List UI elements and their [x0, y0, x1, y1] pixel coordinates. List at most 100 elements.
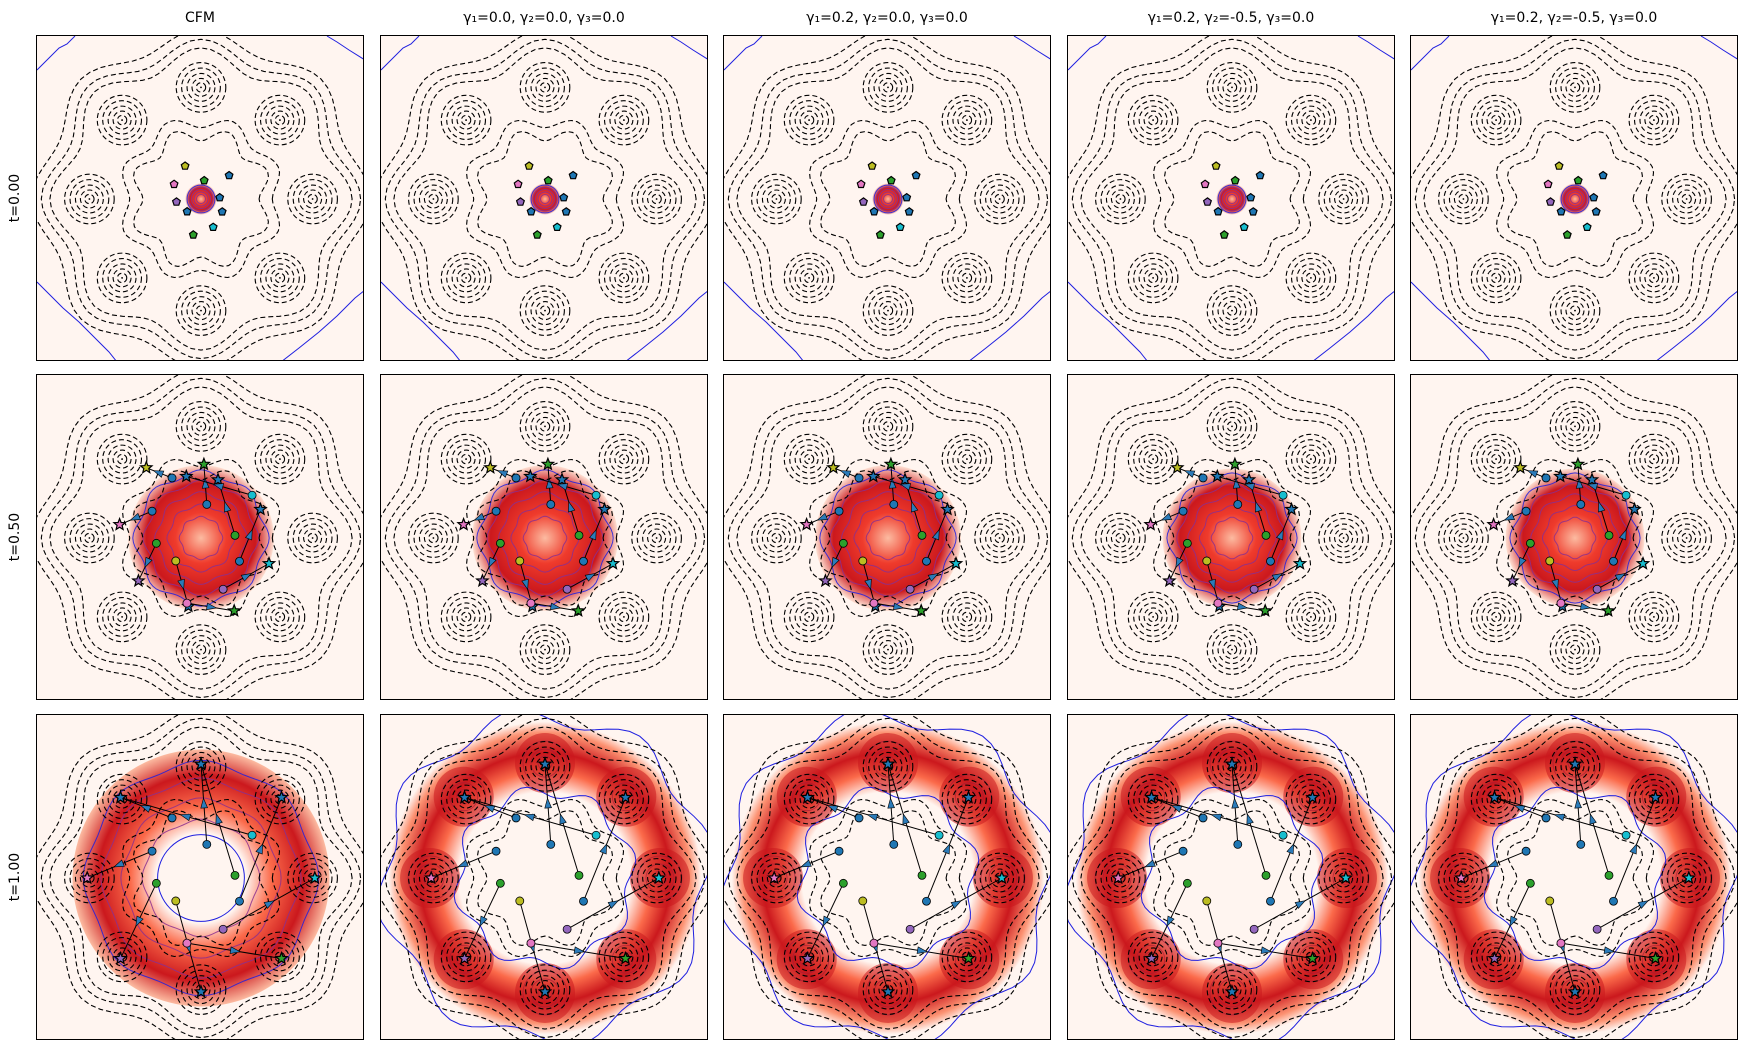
particle-star [866, 468, 881, 483]
density-contour [154, 491, 248, 585]
source-pentagon [1591, 207, 1601, 216]
velocity-arrow [1286, 842, 1295, 855]
particle-star [880, 984, 896, 999]
mode-center [655, 198, 658, 200]
target-contours [1411, 375, 1737, 699]
mode-center [1310, 119, 1312, 121]
particle-star [112, 516, 127, 531]
density-fill [1216, 183, 1248, 215]
panel-plot [381, 715, 707, 1039]
mode-center [1653, 119, 1655, 121]
particle-star [961, 950, 976, 965]
particle-star [618, 789, 633, 804]
mode-center [544, 425, 546, 428]
mode-center [1653, 616, 1655, 618]
panel-r0-c1 [380, 35, 708, 361]
corner-contours [37, 36, 363, 360]
start-particle [905, 584, 915, 594]
velocity-arrow [950, 900, 963, 909]
velocity-arrow [1144, 859, 1156, 868]
source-pentagon [208, 222, 218, 231]
start-particle [230, 530, 240, 540]
source-pentagon [1200, 179, 1210, 189]
density-contour [532, 186, 558, 212]
mode-center [775, 537, 778, 539]
panel-plot [1411, 715, 1737, 1039]
start-particle [1576, 499, 1586, 509]
velocity-arrow [473, 512, 485, 521]
mode-center [1574, 425, 1576, 428]
start-particle [182, 938, 192, 948]
velocity-arrow [559, 813, 567, 825]
density-fill [872, 183, 904, 215]
start-particle [1541, 473, 1551, 483]
start-particle [491, 506, 501, 516]
source-pentagon [1248, 207, 1258, 216]
mode-center [655, 537, 658, 539]
source-pentagon [902, 192, 912, 202]
panel-plot [1411, 36, 1737, 360]
mode-center [808, 119, 810, 121]
start-particle [167, 813, 177, 823]
velocity-arrow [1175, 556, 1184, 569]
start-particle [171, 896, 181, 906]
start-particle [491, 846, 501, 856]
density-contour [1411, 715, 1737, 1039]
panel-plot [37, 375, 363, 699]
velocity-arrow [864, 578, 872, 591]
start-particle [218, 584, 228, 594]
particle-star [113, 950, 128, 965]
panel-r2-c3 [1067, 714, 1395, 1040]
target-contours [381, 36, 707, 360]
density-contour [1483, 786, 1667, 970]
mode-center [775, 198, 778, 200]
column-title-0: CFM [185, 10, 215, 26]
particle-star [274, 789, 289, 804]
mode-center [1574, 648, 1576, 651]
density-contour [873, 184, 903, 214]
particle-star [597, 501, 612, 516]
velocity-arrow [1513, 805, 1526, 813]
velocity-arrow [556, 483, 569, 491]
source-pentagon [1554, 161, 1564, 170]
particles [856, 161, 921, 239]
velocity-arrow [179, 813, 192, 822]
mode-center [465, 458, 467, 460]
mode-center [623, 616, 625, 618]
panel-r1-c4 [1410, 374, 1738, 700]
row-label-2: t=1.00 [7, 852, 23, 902]
velocity-arrow [599, 842, 608, 855]
particle-star [1284, 501, 1299, 516]
source-pentagon [199, 175, 209, 185]
density-contour [724, 715, 1050, 1039]
source-pentagon [1239, 222, 1249, 231]
particle-star [605, 555, 621, 570]
mode-center [544, 309, 546, 312]
particle-star [1627, 501, 1642, 516]
source-pentagon [1246, 192, 1256, 202]
source-pentagon [1573, 175, 1583, 185]
velocity-arrow [568, 500, 576, 513]
start-particle [1525, 878, 1535, 888]
start-particle [1545, 556, 1555, 566]
start-particle [171, 556, 181, 566]
particle-star [307, 870, 323, 885]
mode-center [88, 537, 91, 539]
particle-star [1584, 472, 1600, 486]
mode-center [279, 277, 281, 279]
panel-plot [1411, 375, 1737, 699]
start-particle [511, 813, 521, 823]
density-contour [1227, 194, 1237, 204]
particle-star [1227, 456, 1243, 471]
density-contour [1570, 194, 1580, 204]
mode-center [1495, 119, 1497, 121]
mode-center [200, 309, 202, 312]
start-particle [1609, 556, 1618, 566]
mode-center [966, 616, 968, 618]
velocity-arrow [224, 500, 232, 513]
velocity-arrow [588, 528, 597, 541]
density-contour [498, 491, 592, 585]
source-pentagon [561, 207, 571, 216]
source-pentagon [1582, 222, 1592, 231]
